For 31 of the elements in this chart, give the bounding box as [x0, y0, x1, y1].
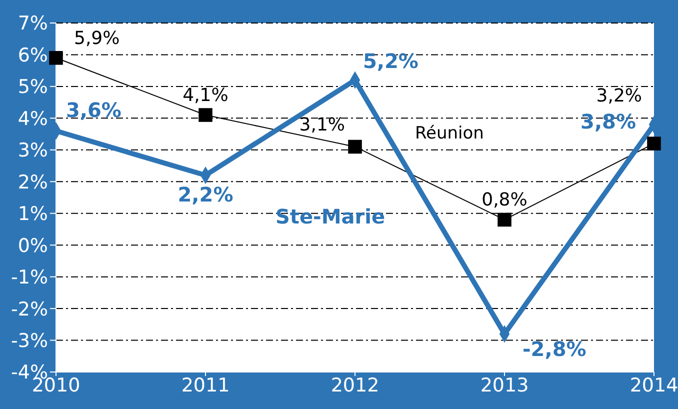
series-label: Ste-Marie — [276, 204, 386, 228]
data-label: -2,8% — [522, 336, 586, 361]
y-tick-label: 7% — [18, 12, 48, 35]
data-label: 4,1% — [182, 85, 228, 106]
y-tick-label: 4% — [18, 108, 48, 130]
y-tick-label: 5% — [18, 76, 48, 98]
x-tick-label: 2012 — [330, 374, 380, 396]
data-label: 3,2% — [596, 86, 642, 107]
data-label: 3,6% — [66, 98, 122, 122]
x-tick-label: 2013 — [480, 374, 529, 396]
y-tick-label: -2% — [11, 298, 48, 320]
data-label: 5,2% — [363, 49, 418, 74]
point — [348, 140, 362, 154]
point — [498, 212, 512, 227]
y-tick-label: 2% — [18, 171, 48, 194]
point — [198, 108, 212, 122]
data-label: 2,2% — [178, 182, 234, 206]
y-tick-label: 6% — [18, 44, 48, 66]
y-tick-label: 0% — [18, 234, 48, 257]
point — [647, 136, 661, 150]
y-tick-label: -3% — [11, 330, 48, 352]
y-tick-label: -1% — [11, 266, 48, 289]
data-label: 5,9% — [74, 28, 120, 49]
series-label: Réunion — [415, 124, 484, 144]
point — [49, 51, 63, 65]
y-tick-label: 1% — [18, 203, 48, 226]
y-tick-label: 3% — [18, 140, 48, 162]
x-tick-label: 2014 — [630, 374, 678, 396]
data-label: 3,1% — [299, 114, 345, 136]
x-tick-label: 2011 — [181, 374, 230, 396]
data-label: 0,8% — [482, 190, 528, 211]
